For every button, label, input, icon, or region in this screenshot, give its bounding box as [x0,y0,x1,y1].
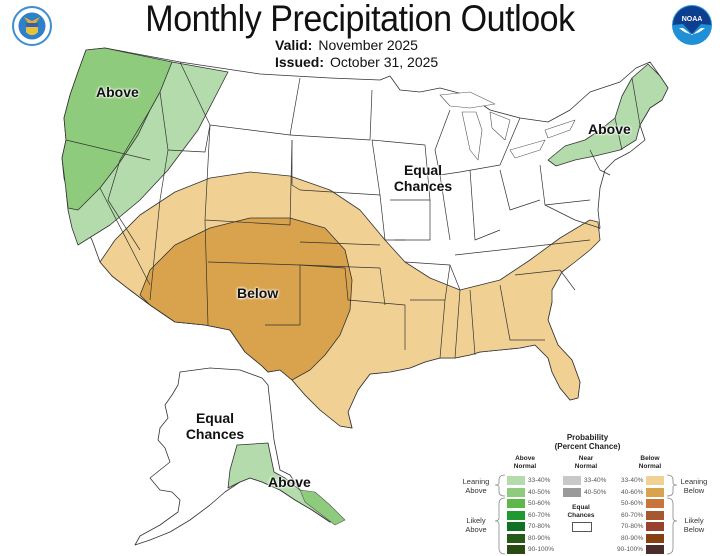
great-lakes [439,91,576,161]
noaa-logo-icon: NOAA [672,5,712,45]
region-below-40-50-southwest [139,217,353,381]
issued-line: Issued: October 31, 2025 [275,54,438,70]
legend-likely-below: Likely Below [683,516,705,534]
region-above-40-50-southeast-alaska [299,489,346,526]
label-above-northwest: Above [96,84,139,100]
issued-label: Issued: [275,54,325,70]
swatch-above-60-70 [507,511,525,520]
label-above-alaska: Above [268,474,311,490]
swatch-below-90-100 [646,545,664,554]
swatch-above-80-90 [507,534,525,543]
state-borders [65,61,641,359]
legend-brace-left [494,474,506,555]
label-below-southwest: Below [237,285,279,301]
swatch-below-70-80 [646,522,664,531]
legend-header-above: Above Normal [513,455,537,470]
swatch-above-90-100 [507,545,525,554]
swatch-above-40-50 [507,488,525,497]
swatch-near-40-50 [563,488,581,497]
swatch-above-50-60 [507,499,525,508]
page-title: Monthly Precipitation Outlook [145,0,575,39]
label-equal-chances-central: Equal Chances [393,162,453,194]
legend-header-near: Near Normal [574,455,598,470]
legend-equal-chances-label: Equal Chances [567,504,595,519]
swatch-below-60-70 [646,511,664,520]
swatch-equal-chances [572,522,592,532]
valid-line: Valid: November 2025 [275,37,418,53]
swatch-above-33-40 [507,476,525,485]
legend-leaning-below: Leaning Below [680,477,708,495]
legend-header-below: Below Normal [638,455,662,470]
legend-leaning-above: Leaning Above [462,477,490,495]
legend-likely-above: Likely Above [465,516,487,534]
probability-legend: Probability (Percent Chance) Above Normal… [455,430,720,556]
conus-map [61,47,669,429]
valid-label: Valid: [275,37,313,53]
swatch-near-33-40 [563,476,581,485]
valid-value: November 2025 [318,37,418,53]
us-department-of-commerce-seal-icon [12,6,52,46]
region-above-40-50-pacific-coast [61,47,173,211]
swatch-below-40-50 [646,488,664,497]
label-equal-chances-alaska: Equal Chances [185,410,245,442]
issued-value: October 31, 2025 [330,54,439,70]
legend-title: Probability (Percent Chance) [554,433,621,451]
swatch-above-70-80 [507,522,525,531]
label-above-northeast: Above [588,121,631,137]
swatch-below-80-90 [646,534,664,543]
swatch-below-50-60 [646,499,664,508]
alaska-map [134,367,346,546]
region-above-33-40-northeast [547,63,669,167]
swatch-below-33-40 [646,476,664,485]
svg-text:NOAA: NOAA [682,16,703,23]
legend-brace-right [666,474,678,555]
